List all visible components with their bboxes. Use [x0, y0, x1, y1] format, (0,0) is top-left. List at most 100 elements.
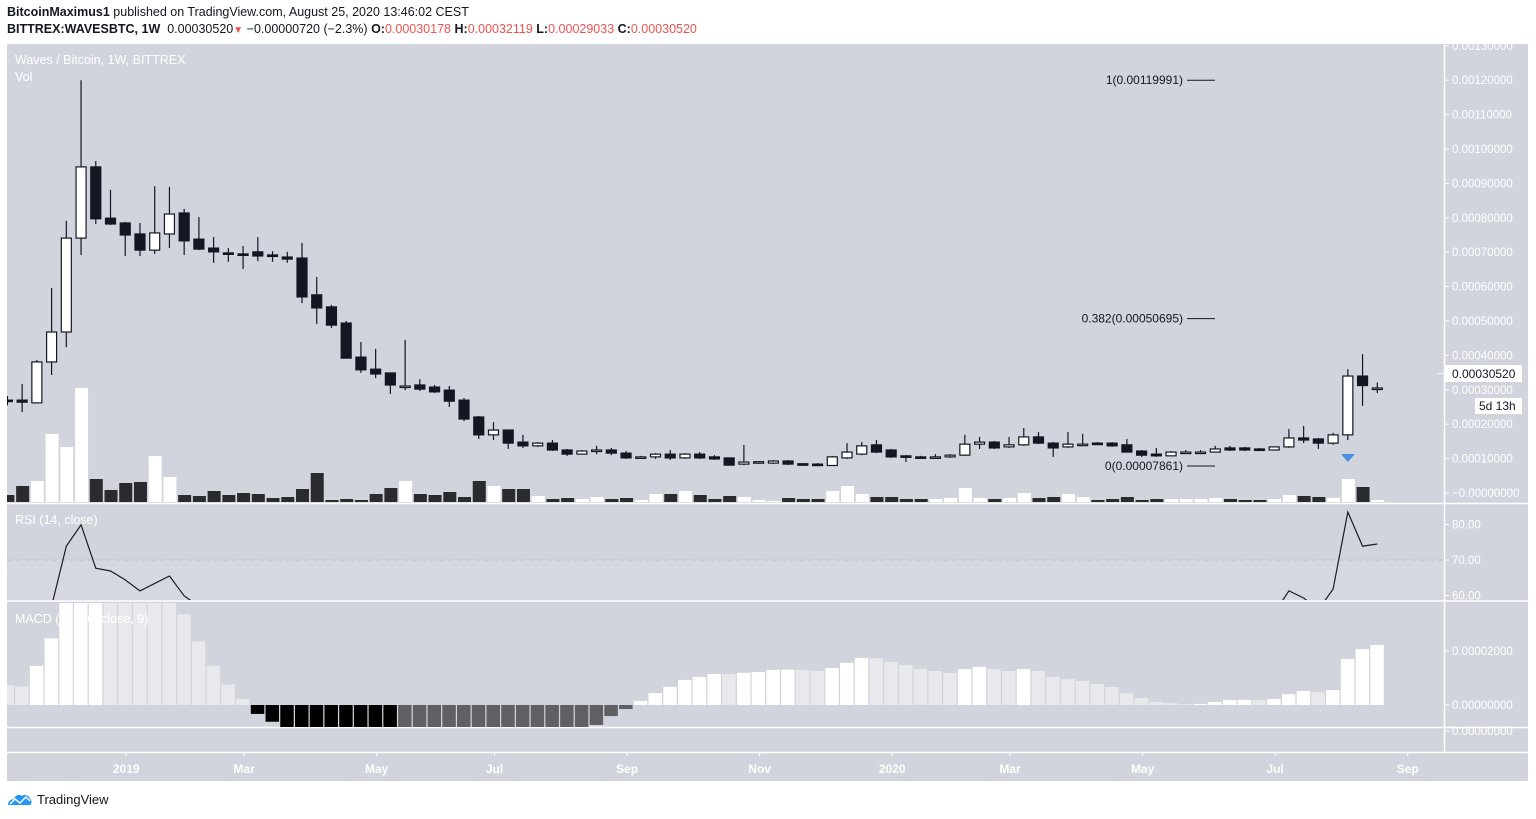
macd-bar — [280, 705, 294, 727]
candle-body — [1003, 444, 1015, 448]
macd-bar — [236, 699, 250, 705]
macd-bar — [972, 666, 987, 705]
volume-bar — [472, 481, 486, 502]
macd-bar — [1281, 694, 1296, 705]
macd-bar — [1134, 697, 1149, 705]
volume-bar — [796, 499, 810, 502]
volume-bar — [458, 497, 472, 502]
volume-bar — [325, 500, 339, 502]
volume-bar — [443, 492, 457, 502]
volume-bar — [782, 498, 796, 502]
macd-bar — [74, 603, 88, 705]
volume-bar — [958, 488, 972, 502]
candle-body — [75, 166, 87, 239]
main-legend[interactable]: Waves / Bitcoin, 1W, BITTREX — [15, 53, 186, 67]
time-axis-label: 2020 — [879, 762, 906, 776]
macd-bar — [339, 705, 353, 727]
rsi-series — [52, 510, 1378, 600]
candle-body — [370, 368, 382, 375]
candle-body — [885, 449, 897, 458]
candle-body — [222, 252, 234, 255]
fib-level-label: 1(0.00119991) — [1106, 73, 1183, 87]
macd-bar — [589, 705, 604, 725]
symbol-name: BITTREX:WAVESBTC, 1W — [7, 22, 161, 36]
macd-bar — [324, 705, 338, 727]
volume-bar — [1282, 495, 1296, 502]
volume-bar — [1209, 498, 1223, 502]
time-axis-label: May — [1131, 762, 1155, 776]
publish-text: published on TradingView.com, August 25,… — [109, 5, 469, 19]
candle-body — [797, 463, 809, 466]
volume-legend[interactable]: Vol — [15, 70, 32, 84]
volume-bar — [428, 495, 442, 502]
current-price-label: 0.00030520 — [1452, 367, 1516, 381]
volume-bar — [664, 494, 678, 502]
volume-bar — [678, 491, 692, 502]
candle-body — [1342, 375, 1354, 436]
price-axis-label: 0.00020000 — [1452, 419, 1513, 431]
author-name[interactable]: BitcoinMaximus1 — [7, 5, 110, 19]
tradingview-logo[interactable]: TradingView — [7, 792, 109, 807]
high-value: 0.00032119 — [467, 22, 533, 36]
macd-bar — [1075, 680, 1090, 705]
volume-bar — [119, 483, 133, 502]
candle-body — [517, 441, 529, 447]
volume-bar — [1179, 499, 1193, 502]
macd-bar — [368, 705, 383, 727]
price-axis-label: 0.00040000 — [1452, 350, 1513, 362]
volume-bar — [885, 497, 899, 502]
candle-body — [1327, 434, 1339, 444]
volume-bar — [1165, 499, 1179, 502]
candle-body — [929, 456, 941, 459]
candle-body — [723, 457, 735, 466]
candle-body — [163, 213, 176, 235]
macd-bar — [1193, 703, 1208, 705]
macd-bar — [177, 614, 191, 705]
volume-bar — [944, 498, 958, 502]
candle-body — [266, 254, 279, 258]
fib-retracement[interactable]: 1(0.00119991) 0.382(0.00050695) 0(0.000078… — [1082, 73, 1215, 473]
volume-bar — [1091, 500, 1105, 502]
price-axis[interactable]: 0.00130000 0.00120000 0.00110000 0.00100000… — [1444, 41, 1519, 738]
volume-bar — [1076, 497, 1090, 502]
candle-body — [826, 456, 838, 467]
volume-bar — [1371, 500, 1385, 502]
candle-body — [590, 449, 603, 453]
time-axis[interactable]: 2019 Mar May Jul Sep Nov 2020 Mar May Jul Sep — [113, 752, 1419, 776]
rsi-band — [7, 560, 1444, 600]
macd-bar — [781, 669, 795, 705]
candle-body — [753, 461, 765, 464]
volume-bar — [1135, 500, 1149, 502]
macd-bar — [1016, 669, 1031, 705]
candle-body — [870, 444, 883, 453]
volume-bar — [369, 494, 383, 502]
candle-body — [959, 443, 971, 456]
rsi-legend[interactable]: RSI (14, close) — [15, 513, 98, 527]
macd-bar — [427, 705, 442, 727]
volume-bar — [1106, 499, 1120, 502]
countdown-box — [1475, 398, 1522, 414]
macd-bar — [1237, 699, 1252, 705]
candle-body — [856, 445, 868, 455]
volume-bar — [1194, 499, 1208, 502]
candle-body — [473, 416, 485, 436]
candle-body — [1312, 438, 1324, 444]
candle-body — [237, 253, 249, 257]
volume-bar — [605, 499, 619, 502]
time-axis-label: Mar — [999, 762, 1021, 776]
candle-body — [1018, 436, 1030, 446]
time-axis-label: Nov — [748, 762, 771, 776]
high-label: H: — [454, 22, 468, 36]
volume-bar — [399, 481, 413, 502]
price-axis-label: 0.00120000 — [1452, 75, 1513, 87]
price-axis-label: 0.00060000 — [1452, 282, 1513, 294]
tradingview-cloud-icon — [8, 794, 32, 805]
volume-bar — [1150, 499, 1164, 502]
macd-bar — [1340, 659, 1355, 705]
candle-body — [767, 460, 779, 464]
candle-body — [487, 429, 500, 436]
candle-body — [1106, 442, 1118, 447]
volume-bar — [826, 491, 840, 502]
candle-body — [532, 442, 544, 447]
